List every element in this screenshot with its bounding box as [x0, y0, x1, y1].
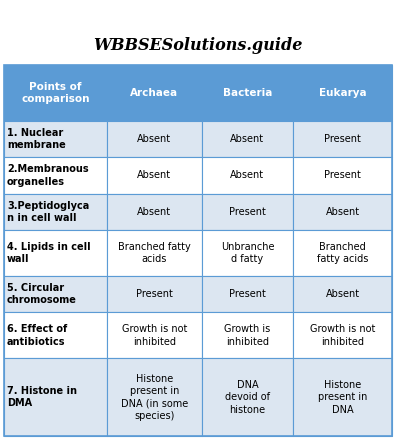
Bar — [202, 65, 293, 121]
Bar — [293, 121, 392, 157]
Bar — [107, 312, 202, 359]
Text: Absent: Absent — [230, 134, 265, 144]
Text: Points of
comparison: Points of comparison — [21, 82, 89, 104]
Text: Absent: Absent — [137, 170, 171, 180]
Text: WBBSESolutions.guide: WBBSESolutions.guide — [93, 37, 303, 54]
Text: DNA
devoid of
histone: DNA devoid of histone — [225, 380, 270, 414]
Bar — [4, 312, 107, 359]
Bar — [202, 157, 293, 194]
Bar — [107, 194, 202, 230]
Text: 4. Lipids in cell
wall: 4. Lipids in cell wall — [7, 242, 91, 264]
Text: Present: Present — [324, 134, 361, 144]
Text: Branched
fatty acids: Branched fatty acids — [317, 242, 368, 264]
Text: 1. Nuclear
membrane: 1. Nuclear membrane — [7, 128, 66, 150]
Bar — [107, 276, 202, 312]
Bar — [202, 194, 293, 230]
Text: Present: Present — [136, 289, 173, 299]
Text: Absent: Absent — [137, 134, 171, 144]
Bar — [107, 65, 202, 121]
Bar — [4, 230, 107, 276]
Text: Bacteria: Bacteria — [223, 88, 272, 98]
Bar — [107, 359, 202, 436]
Text: Present: Present — [324, 170, 361, 180]
Text: Histone
present in
DNA (in some
species): Histone present in DNA (in some species) — [121, 374, 188, 421]
Bar — [4, 65, 107, 121]
Text: Archaea: Archaea — [130, 88, 179, 98]
Text: Unbranche
d fatty: Unbranche d fatty — [221, 242, 274, 264]
Bar — [4, 359, 107, 436]
Text: Histone
present in
DNA: Histone present in DNA — [318, 380, 367, 414]
Bar — [4, 276, 107, 312]
Bar — [293, 312, 392, 359]
Bar — [202, 312, 293, 359]
Text: 3.Peptidoglyca
n in cell wall: 3.Peptidoglyca n in cell wall — [7, 201, 89, 223]
Text: Absent: Absent — [326, 207, 360, 217]
Bar — [107, 157, 202, 194]
Bar — [202, 121, 293, 157]
Bar — [293, 157, 392, 194]
Text: Growth is not
inhibited: Growth is not inhibited — [310, 324, 375, 347]
Text: Absent: Absent — [137, 207, 171, 217]
Text: 7. Histone in
DMA: 7. Histone in DMA — [7, 386, 77, 408]
Text: Present: Present — [229, 207, 266, 217]
Text: Growth is not
inhibited: Growth is not inhibited — [122, 324, 187, 347]
Text: 6. Effect of
antibiotics: 6. Effect of antibiotics — [7, 324, 67, 347]
Bar — [202, 359, 293, 436]
Bar — [202, 230, 293, 276]
Bar — [4, 65, 392, 436]
Text: Present: Present — [229, 289, 266, 299]
Bar — [293, 276, 392, 312]
Bar — [107, 230, 202, 276]
Bar — [4, 121, 107, 157]
Text: Branched fatty
acids: Branched fatty acids — [118, 242, 191, 264]
Bar — [293, 359, 392, 436]
Bar — [202, 276, 293, 312]
Text: Absent: Absent — [326, 289, 360, 299]
Text: Absent: Absent — [230, 170, 265, 180]
Text: Eukarya: Eukarya — [319, 88, 366, 98]
Bar — [107, 121, 202, 157]
Bar — [293, 230, 392, 276]
Text: Growth is
inhibited: Growth is inhibited — [225, 324, 270, 347]
Bar — [293, 65, 392, 121]
Text: 5. Circular
chromosome: 5. Circular chromosome — [7, 283, 77, 305]
Bar — [4, 157, 107, 194]
Bar — [4, 194, 107, 230]
Bar — [293, 194, 392, 230]
Text: 2.Membranous
organelles: 2.Membranous organelles — [7, 164, 89, 187]
